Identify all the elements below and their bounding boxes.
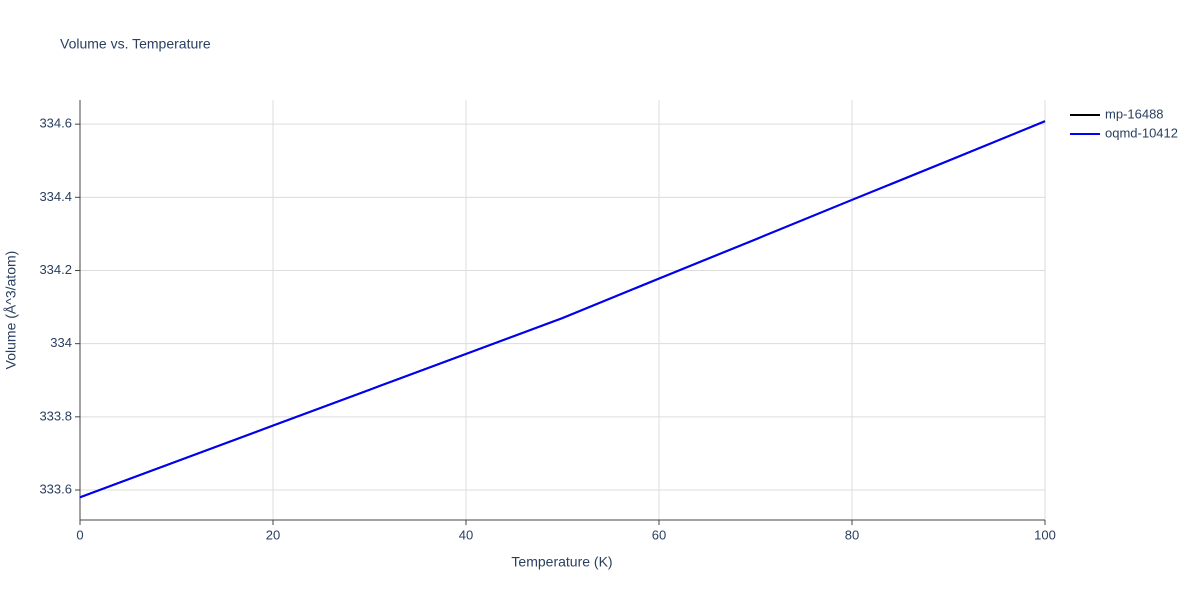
legend-label: oqmd-10412	[1105, 125, 1178, 140]
x-tick-label: 20	[266, 527, 280, 542]
x-tick-label: 100	[1034, 527, 1056, 542]
data-line	[79, 120, 1046, 499]
x-tick-label: 40	[459, 527, 473, 542]
y-tick-label: 334.2	[39, 262, 72, 277]
chart-title: Volume vs. Temperature	[60, 36, 211, 52]
x-tick-label: 0	[76, 527, 83, 542]
y-tick-label: 334.6	[39, 116, 72, 131]
y-tick-label: 333.8	[39, 408, 72, 423]
data-line	[79, 120, 1046, 499]
y-tick-label: 333.6	[39, 481, 72, 496]
y-tick-label: 334	[50, 335, 72, 350]
legend-label: mp-16488	[1105, 106, 1164, 121]
y-axis-label: Volume (Å^3/atom)	[3, 251, 19, 370]
y-tick-label: 334.4	[39, 189, 72, 204]
x-tick-label: 60	[652, 527, 666, 542]
x-axis-label: Temperature (K)	[511, 554, 612, 570]
x-tick-label: 80	[845, 527, 859, 542]
